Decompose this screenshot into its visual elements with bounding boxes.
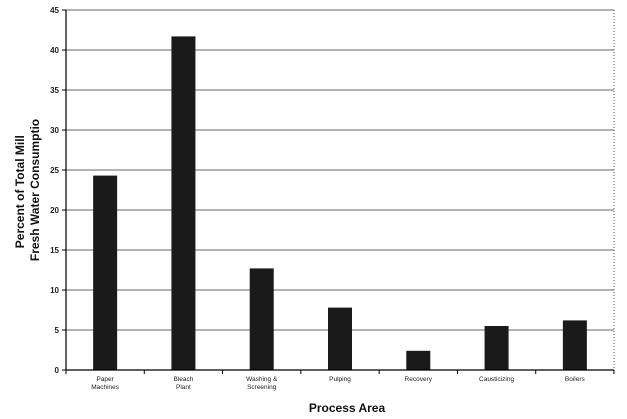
y-tick-label-25: 25	[50, 166, 59, 175]
y-tick-label-0: 0	[55, 366, 60, 375]
bar-2	[249, 268, 274, 370]
y-tick-labels: 0 5 10 15 20 25 30 35 40 45	[50, 6, 59, 375]
bar-3	[328, 307, 352, 370]
x-tick-label-1: Bleach Plant	[173, 376, 193, 391]
y-tick-label-5: 5	[55, 326, 60, 335]
y-axis-title-line-1: Percent of Total Mill	[13, 135, 27, 248]
x-tick-label-4: Recovery	[405, 376, 433, 383]
y-tick-label-15: 15	[50, 246, 59, 255]
bars	[93, 36, 587, 371]
bar-5	[484, 326, 509, 370]
y-tick-label-30: 30	[50, 126, 59, 135]
x-tick-label-3: Pulping	[329, 376, 351, 383]
bar-4	[406, 350, 431, 370]
x-tick-label-2: Washing & Screening	[246, 376, 278, 391]
bar-1	[171, 36, 196, 371]
y-axis-title-line-2: Fresh Water Consumptio	[28, 119, 42, 261]
gridlines	[66, 9, 614, 331]
y-tick-label-10: 10	[50, 286, 59, 295]
x-tick-label-6: Boilers	[565, 376, 586, 383]
axes	[62, 9, 615, 374]
y-tick-label-35: 35	[50, 86, 59, 95]
y-axis-title: Percent of Total Mill Fresh Water Consum…	[13, 119, 42, 261]
x-tick-label-5: Causticizing	[479, 376, 514, 383]
y-tick-label-40: 40	[50, 46, 59, 55]
x-tick-labels: Paper Machines Bleach Plant Washing & Screeni…	[91, 376, 585, 391]
x-tick-label-0: Paper Machines	[91, 376, 120, 391]
y-tick-label-20: 20	[50, 206, 59, 215]
bar-0	[93, 175, 118, 370]
x-axis-title: Process Area	[309, 401, 386, 415]
bar-6	[562, 320, 587, 370]
y-tick-label-45: 45	[50, 6, 59, 15]
